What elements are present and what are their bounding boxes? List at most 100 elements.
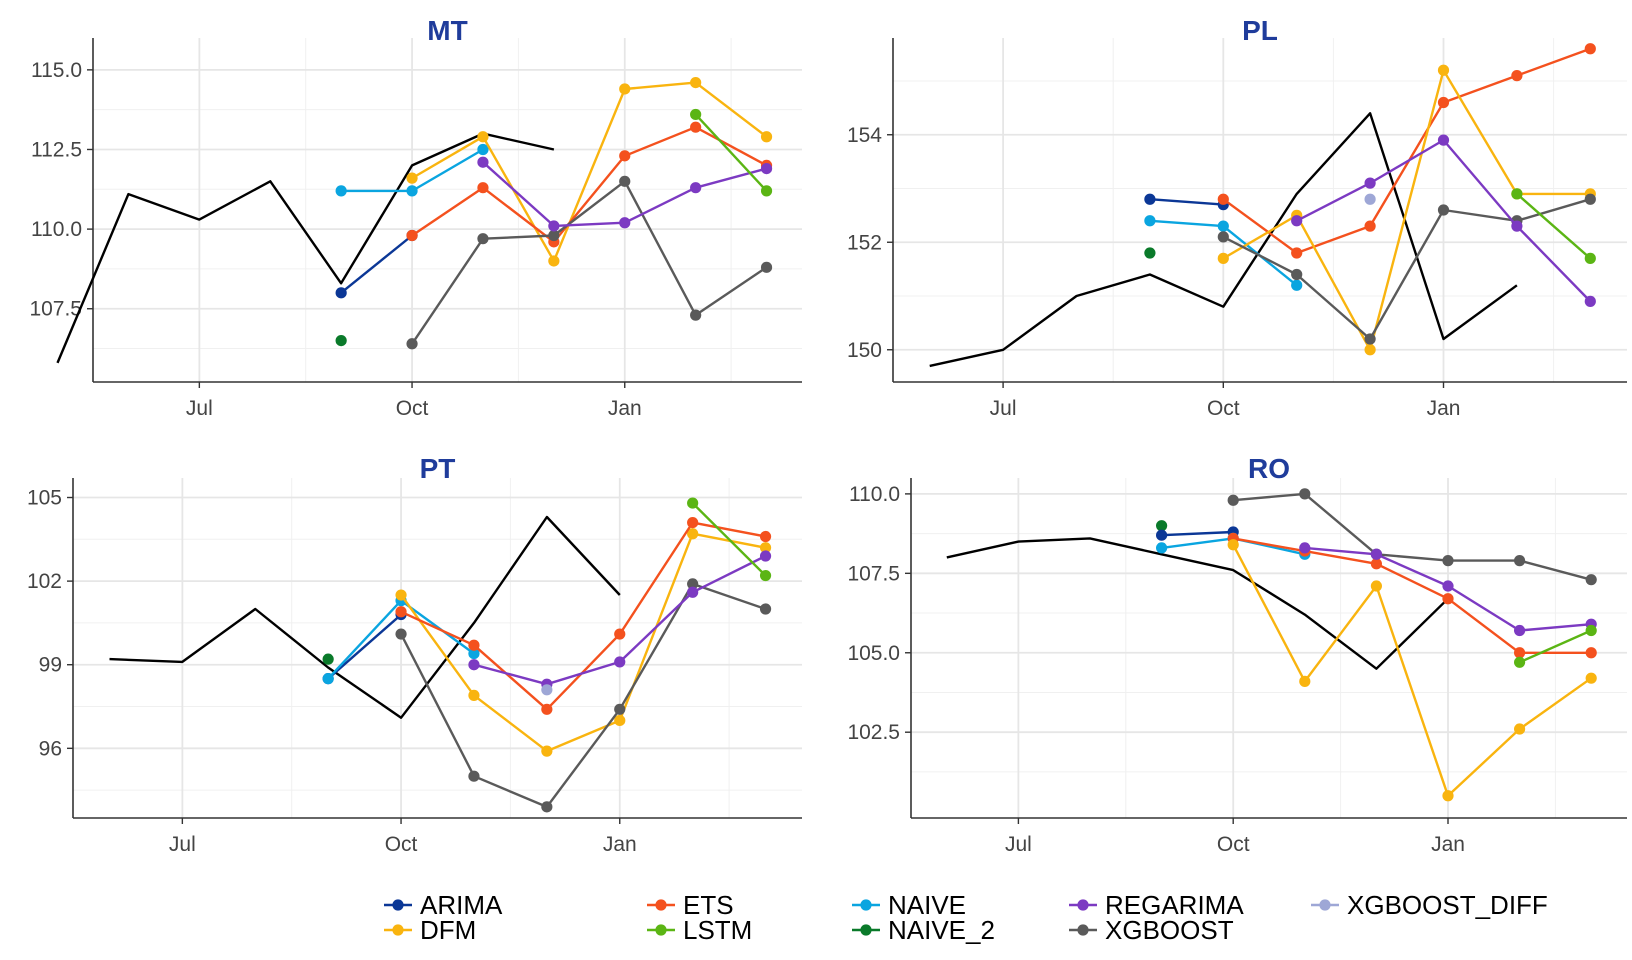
- data-point: [541, 684, 553, 696]
- series-naive-2: [1144, 247, 1156, 259]
- y-tick-label: 150: [847, 339, 882, 362]
- y-tick-label: 110.0: [31, 218, 82, 241]
- data-point: [1370, 580, 1382, 592]
- series-dfm: [406, 76, 773, 267]
- data-point: [690, 108, 702, 121]
- legend-key-point: [860, 899, 872, 911]
- series-line: [694, 113, 768, 192]
- data-point: [760, 261, 773, 273]
- actual-series-line: [929, 112, 1518, 368]
- x-tick-label: Jan: [603, 833, 637, 856]
- series-line: [411, 125, 768, 244]
- x-tick-label: Oct: [396, 397, 429, 420]
- x-tick-label: Oct: [1217, 833, 1250, 856]
- legend-label: ETS: [683, 890, 734, 920]
- data-point: [468, 689, 480, 701]
- data-point: [322, 673, 334, 685]
- series-ets: [395, 516, 772, 715]
- series-lstm: [1514, 624, 1597, 668]
- series-dfm: [1217, 64, 1596, 356]
- data-point: [1299, 675, 1311, 687]
- series-line: [1149, 198, 1224, 206]
- data-point: [1364, 333, 1376, 345]
- data-point: [1584, 252, 1596, 264]
- data-point: [468, 659, 480, 671]
- y-tick-label: 102: [27, 570, 62, 593]
- data-point: [1437, 96, 1450, 109]
- legend-item-xgboost-diff: XGBOOST_DIFF: [1311, 890, 1548, 920]
- data-point: [406, 338, 418, 350]
- data-point: [1299, 542, 1311, 554]
- y-tick-label: 96: [39, 737, 62, 760]
- data-point: [760, 162, 773, 175]
- data-point: [614, 703, 626, 715]
- panel-title: MT: [427, 15, 467, 46]
- data-point: [614, 628, 626, 640]
- series-line: [1161, 530, 1234, 537]
- data-point: [468, 639, 480, 651]
- panel-ro: 110.0 107.5 105.0 102.5 Jul Oct Jan RO: [847, 453, 1627, 856]
- data-point: [619, 175, 631, 187]
- data-point: [1437, 134, 1450, 146]
- series-line: [1222, 198, 1591, 341]
- series-line: [1233, 492, 1592, 581]
- y-tick-label: 154: [847, 124, 882, 147]
- series-line: [400, 582, 766, 809]
- series-lstm: [690, 108, 773, 197]
- legend-item-naive-2: NAIVE_2: [852, 915, 995, 945]
- panel-title: RO: [1248, 453, 1290, 484]
- data-point: [1217, 231, 1229, 243]
- data-point: [1364, 220, 1376, 232]
- series-xgboost: [1217, 193, 1596, 345]
- data-point: [759, 542, 772, 554]
- data-point: [1370, 548, 1382, 560]
- data-point: [1156, 520, 1168, 532]
- legend-label: REGARIMA: [1105, 890, 1244, 920]
- series-arima: [1144, 193, 1229, 211]
- data-point: [1442, 555, 1454, 567]
- y-tick-label: 110.0: [849, 483, 900, 506]
- data-point: [1364, 177, 1376, 189]
- data-point: [759, 569, 772, 582]
- legend-item-naive: NAIVE: [852, 890, 966, 920]
- y-tick-label: 99: [39, 654, 62, 677]
- series-arima: [322, 608, 407, 685]
- data-point: [1442, 580, 1454, 592]
- legend-key-point: [392, 924, 404, 936]
- data-point: [322, 653, 334, 665]
- data-point: [687, 528, 699, 540]
- legend-item-arima: ARIMA: [384, 890, 503, 920]
- data-point: [1291, 247, 1303, 259]
- legend-label: LSTM: [683, 915, 752, 945]
- data-point: [1514, 647, 1526, 659]
- series-line: [1222, 47, 1591, 255]
- data-point: [1442, 593, 1454, 605]
- data-point: [1299, 488, 1311, 500]
- legend-label: NAIVE: [888, 890, 966, 920]
- data-point: [477, 143, 489, 156]
- data-point: [548, 229, 560, 242]
- data-point: [1584, 193, 1596, 205]
- data-point: [548, 255, 560, 267]
- data-point: [406, 185, 418, 197]
- data-point: [1217, 252, 1229, 264]
- data-point: [1144, 247, 1156, 259]
- data-point: [468, 770, 480, 782]
- series-line: [340, 234, 413, 294]
- series-xgboost-diff: [1364, 193, 1376, 205]
- series-naive: [1144, 215, 1303, 291]
- data-point: [406, 229, 418, 242]
- data-point: [548, 220, 560, 232]
- actual-series-line: [946, 537, 1449, 670]
- data-point: [1514, 723, 1526, 735]
- data-point: [759, 603, 772, 615]
- data-point: [687, 586, 699, 598]
- data-point: [690, 76, 702, 89]
- data-point: [1442, 790, 1454, 802]
- panel-title: PL: [1242, 15, 1278, 46]
- data-point: [619, 83, 631, 95]
- y-tick-label: 102.5: [847, 721, 900, 744]
- y-tick-label: 152: [847, 231, 882, 254]
- data-point: [1364, 344, 1376, 356]
